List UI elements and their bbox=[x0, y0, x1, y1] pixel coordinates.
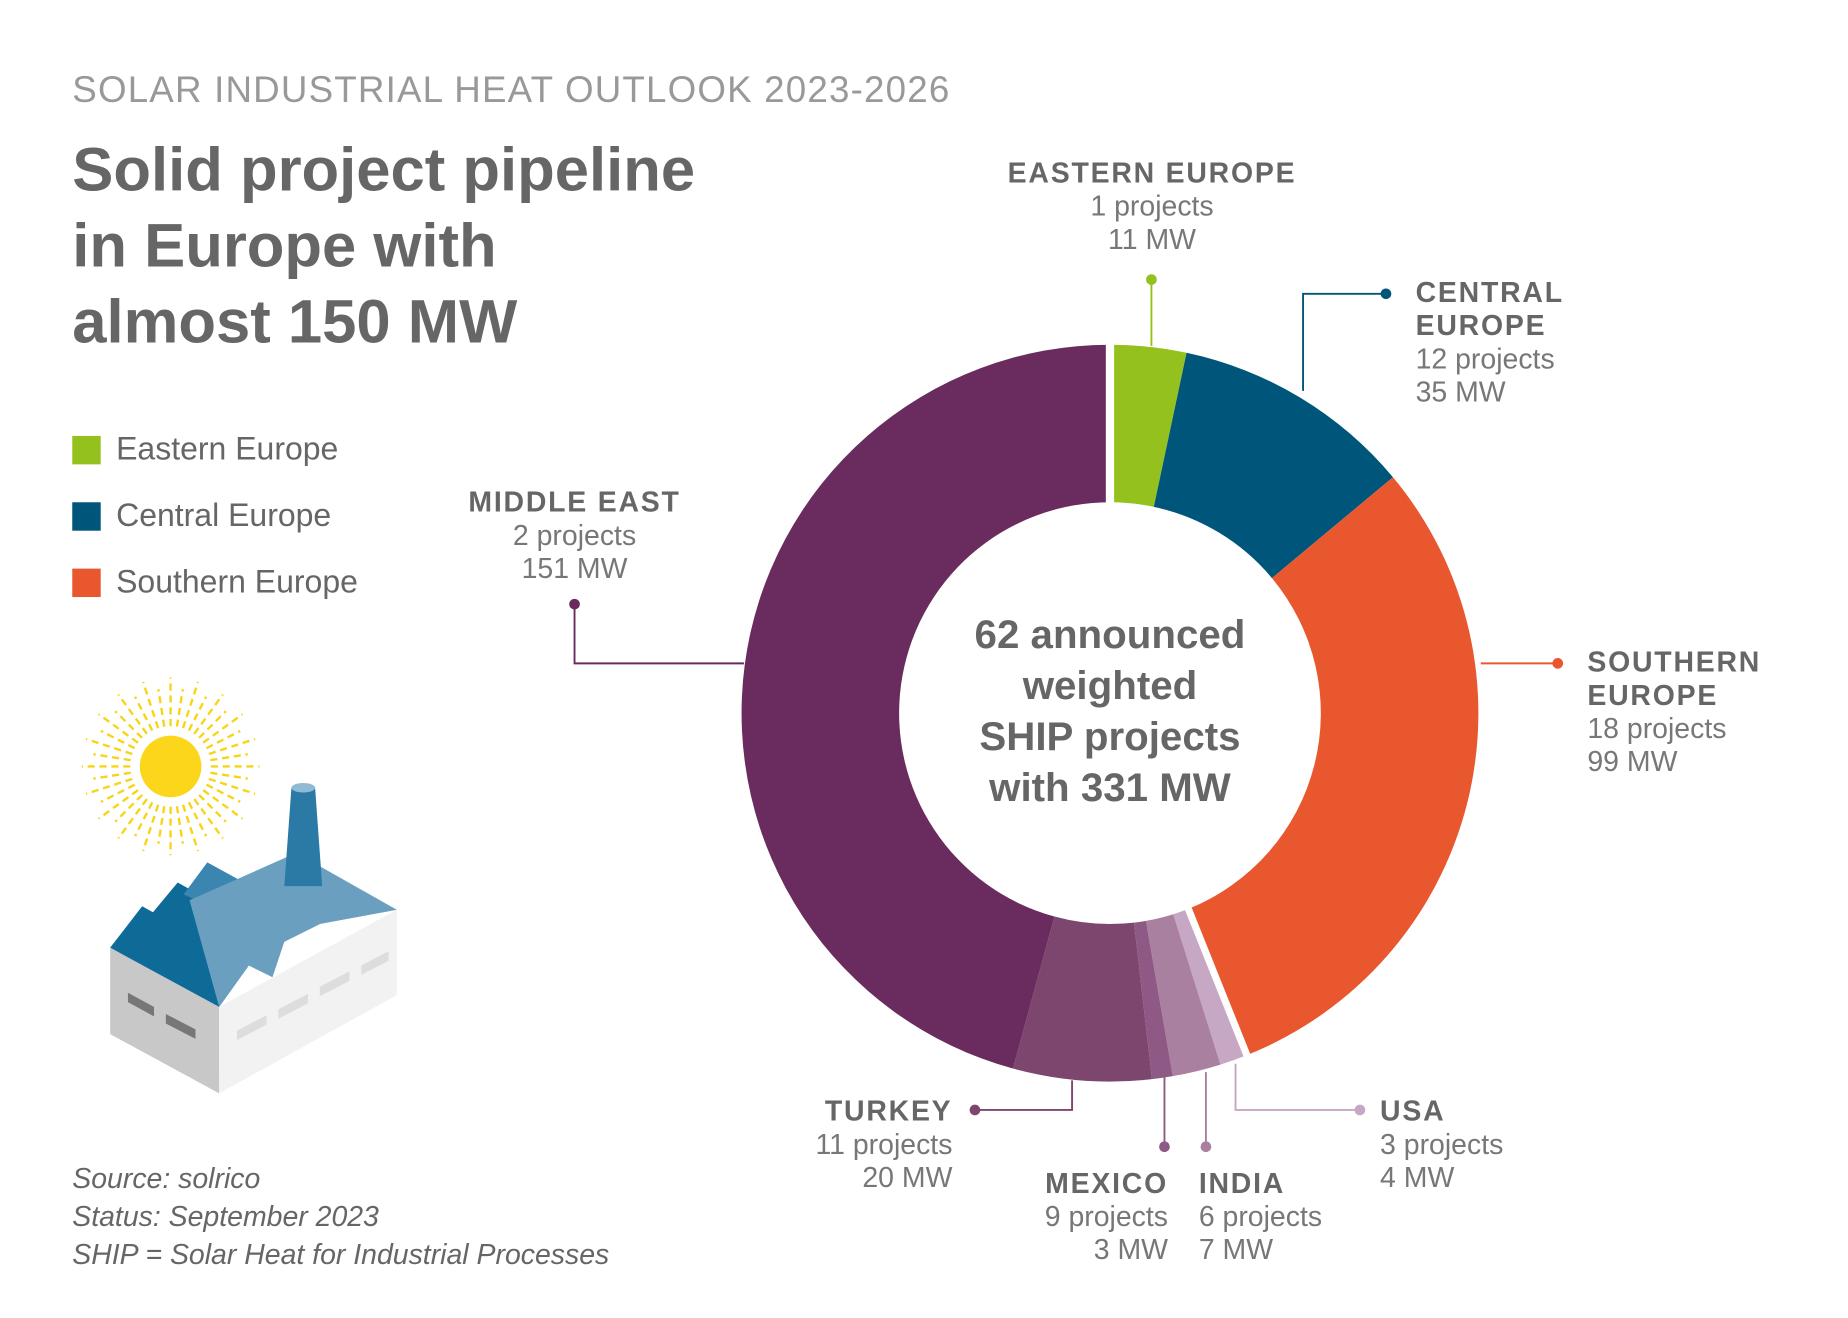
leader-line bbox=[1234, 1063, 1360, 1111]
leader-dot bbox=[1354, 1104, 1366, 1116]
legend-swatch bbox=[72, 568, 101, 597]
center-line: SHIP projects bbox=[979, 714, 1241, 760]
legend-item: Central Europe bbox=[72, 498, 331, 535]
center-text: 62 announced weighted SHIP projects with… bbox=[897, 610, 1323, 814]
label-mw: 35 MW bbox=[1415, 376, 1506, 409]
leader-line bbox=[1302, 292, 1386, 391]
label-mw: 99 MW bbox=[1587, 746, 1678, 779]
label-india: INDIA 6 projects 7 MW bbox=[1199, 1168, 1322, 1268]
slice-central-europe bbox=[1153, 352, 1393, 579]
label-name: SOUTHERN EUROPE bbox=[1587, 646, 1762, 712]
label-usa: USA 3 projects 4 MW bbox=[1380, 1096, 1503, 1196]
label-projects: 11 projects bbox=[815, 1128, 953, 1161]
label-southern-europe: SOUTHERN EUROPE 18 projects 99 MW bbox=[1587, 647, 1777, 780]
title-line: Solid project pipeline bbox=[72, 136, 696, 205]
legend-label: Southern Europe bbox=[116, 563, 358, 600]
label-projects: 2 projects bbox=[512, 520, 637, 553]
slice-middle-east bbox=[741, 344, 1110, 1069]
label-name: EASTERN EUROPE bbox=[1007, 157, 1297, 190]
label-name: CENTRAL EUROPE bbox=[1415, 277, 1564, 343]
label-mw: 11 MW bbox=[1108, 223, 1196, 256]
slice-usa bbox=[1173, 908, 1247, 1065]
leader-dot bbox=[569, 598, 580, 610]
label-mw: 3 MW bbox=[1093, 1234, 1169, 1267]
legend-label: Eastern Europe bbox=[116, 431, 339, 467]
source-line: Status: September 2023 bbox=[72, 1201, 379, 1234]
center-line: 62 announced bbox=[974, 612, 1246, 658]
legend-swatch bbox=[72, 435, 101, 464]
label-mw: 7 MW bbox=[1198, 1234, 1274, 1267]
source-line: Source: solrico bbox=[72, 1163, 261, 1196]
label-projects: 12 projects bbox=[1415, 343, 1555, 376]
label-projects: 1 projects bbox=[1090, 190, 1214, 223]
label-eastern-europe: EASTERN EUROPE 1 projects 11 MW bbox=[1007, 158, 1297, 258]
label-projects: 6 projects bbox=[1198, 1201, 1323, 1234]
factory-icon bbox=[110, 783, 397, 1094]
legend-label: Central Europe bbox=[116, 497, 332, 534]
label-mexico: MEXICO 9 projects 3 MW bbox=[1002, 1168, 1168, 1268]
center-line: with 331 MW bbox=[989, 765, 1231, 811]
label-turkey: TURKEY 11 projects 20 MW bbox=[782, 1095, 953, 1196]
center-line: weighted bbox=[1022, 663, 1198, 709]
label-middle-east: MIDDLE EAST 2 projects 151 MW bbox=[456, 487, 693, 587]
slice-separator bbox=[1184, 905, 1252, 1059]
label-name: INDIA bbox=[1198, 1168, 1286, 1200]
label-name: MIDDLE EAST bbox=[468, 486, 681, 519]
leader-line bbox=[974, 1080, 1074, 1111]
label-name: MEXICO bbox=[1045, 1168, 1169, 1200]
label-name: TURKEY bbox=[824, 1095, 953, 1128]
leader-line bbox=[573, 604, 744, 665]
label-projects: 18 projects bbox=[1587, 713, 1727, 746]
slice-turkey bbox=[1012, 916, 1152, 1082]
source-line: SHIP = Solar Heat for Industrial Process… bbox=[72, 1239, 610, 1272]
legend-swatch bbox=[72, 501, 101, 531]
slice-mexico bbox=[1134, 920, 1173, 1080]
source-note: Source: solrico Status: September 2023 S… bbox=[72, 1161, 609, 1275]
label-mw: 4 MW bbox=[1380, 1162, 1455, 1195]
leader-dot bbox=[1200, 1141, 1212, 1153]
legend-item: Southern Europe bbox=[72, 564, 358, 601]
leader-dot bbox=[1380, 288, 1392, 300]
label-mw: 20 MW bbox=[862, 1162, 953, 1195]
title-line: in Europe with bbox=[72, 212, 497, 281]
slice-southern-europe bbox=[1188, 477, 1479, 1056]
leader-dot bbox=[1159, 1141, 1170, 1153]
label-name: USA bbox=[1380, 1095, 1446, 1128]
label-mw: 151 MW bbox=[521, 553, 628, 586]
title-line: almost 150 MW bbox=[72, 287, 518, 357]
label-projects: 9 projects bbox=[1044, 1201, 1169, 1234]
leader-dot bbox=[1552, 658, 1564, 669]
slice-india bbox=[1145, 914, 1221, 1077]
legend-item: Eastern Europe bbox=[72, 431, 338, 468]
sun-icon bbox=[81, 677, 260, 856]
leader-dot bbox=[969, 1104, 981, 1116]
label-central-europe: CENTRAL EUROPE 12 projects 35 MW bbox=[1416, 277, 1582, 410]
leader-dot bbox=[1146, 274, 1157, 285]
kicker: SOLAR INDUSTRIAL HEAT OUTLOOK 2023-2026 bbox=[72, 68, 951, 111]
slice-eastern-europe bbox=[1109, 344, 1187, 507]
label-projects: 3 projects bbox=[1380, 1128, 1504, 1161]
page-title: Solid project pipeline in Europe with al… bbox=[72, 133, 695, 360]
